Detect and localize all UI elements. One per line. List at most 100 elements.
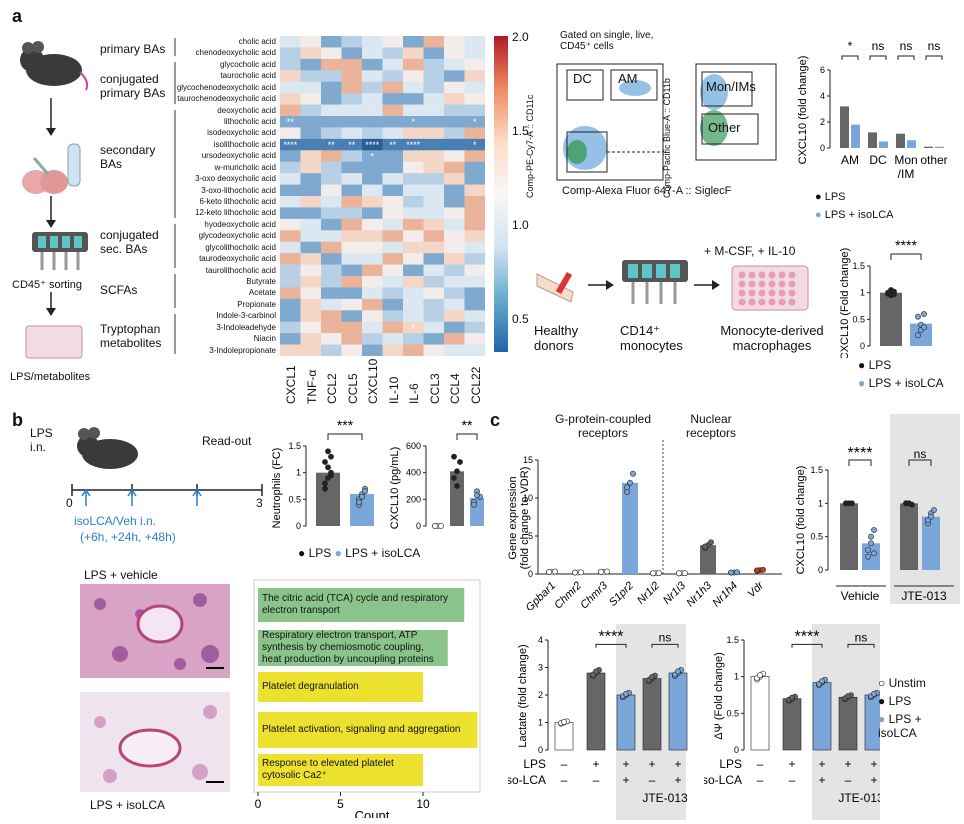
arm-icon [536, 271, 574, 303]
heatmap-cell [341, 138, 363, 151]
heatmap-cell [403, 173, 424, 185]
significance-label: ns [855, 630, 868, 644]
row-sign: + [870, 757, 877, 771]
row-sign: – [561, 757, 568, 771]
heatmap-cell [321, 333, 342, 345]
group-label: JTE-013 [901, 589, 947, 603]
significance-star: * [473, 117, 477, 127]
heatmap-cell [464, 207, 485, 220]
heatmap-cell [321, 36, 342, 48]
heatmap-cell [403, 196, 424, 208]
heatmap-row-label: ursodeoxycholic acid [201, 151, 276, 161]
heatmap-cell [464, 253, 485, 265]
heatmap-cell [423, 264, 445, 277]
pathway-bar [258, 588, 465, 622]
heatmap-cell [341, 298, 363, 311]
heatmap-cell [321, 298, 342, 311]
category-label: primary BAs [100, 42, 166, 56]
significance-star: ** [389, 140, 397, 150]
category-label: conjugated primary BAs [100, 72, 166, 100]
significance-star: * [411, 117, 415, 127]
legend-unstim: ○ Unstim [878, 676, 926, 690]
legend-isolca: ● LPS + isoLCA [815, 209, 894, 221]
y-axis-label: Neutrophils (FC) [271, 448, 283, 529]
heatmap-cell [423, 207, 445, 220]
heatmap-row-label: hyodeoxycholic acid [204, 219, 276, 229]
histology-label: LPS + vehicle [84, 568, 158, 582]
pathway-count-chart: 0 5 10 Count [253, 579, 481, 818]
heatmap-cell [444, 344, 465, 356]
heatmap-cell [341, 321, 363, 334]
y-tick-label: 4 [538, 635, 543, 645]
heatmap-column-labels: CXCL1 TNF-α CCL2 CCL5 CXCL10 IL-10 IL-6 CCL3 CCL… [280, 358, 485, 410]
heatmap-cell [300, 184, 322, 197]
gate-label: Mon/IMs [706, 79, 756, 94]
row-sign: + [674, 773, 681, 787]
heatmap-cell [362, 93, 383, 105]
x-tick-label: 0 [255, 797, 262, 811]
heatmap-cell [423, 70, 445, 83]
heatmap-cell [382, 344, 404, 356]
row-sign: – [845, 773, 852, 787]
heatmap-cell [280, 104, 301, 117]
heatmap-cell [382, 116, 404, 128]
lps-label: LPS i.n. [30, 426, 53, 454]
heatmap-cell [382, 104, 404, 117]
heatmap-cell [403, 207, 424, 220]
heatmap-cell [280, 161, 301, 174]
data-point [656, 570, 662, 577]
heatmap-cell [403, 127, 424, 140]
heatmap-cell [423, 93, 445, 105]
heatmap-row-label: cholic acid [238, 37, 276, 46]
heatmap-cell [362, 81, 383, 94]
heatmap-cell [362, 104, 383, 117]
y-tick-label: 6 [820, 65, 825, 75]
legend-label: LPS + isoLCA [878, 712, 922, 740]
heatmap-cell [423, 241, 445, 254]
y-tick-label: 1.5 [810, 465, 823, 475]
heatmap-column-label: CXCL10 [366, 358, 381, 404]
heatmap-cell [280, 138, 301, 151]
legend-label: LPS + isoLCA [345, 546, 421, 560]
significance-bracket [847, 643, 875, 648]
heatmap-cell [321, 230, 342, 243]
heatmap-cell [444, 127, 465, 140]
group-label: Vehicle [841, 589, 880, 603]
data-point [865, 553, 871, 560]
heatmap-cell [341, 58, 363, 71]
heatmap-cell [300, 298, 322, 311]
heatmap-cell [300, 276, 322, 288]
heatmap-cell [300, 344, 322, 356]
cxcl10-cell-type-chart: 0 2 4 6 CXCL10 (fold change) * ns ns ns AM DC Mon/I… [797, 39, 948, 181]
heatmap-cell [280, 93, 301, 105]
heatmap-cell [321, 207, 342, 220]
heatmap-cell [300, 150, 322, 163]
heatmap-cell [362, 298, 383, 311]
row-label: Iso-LCA [508, 773, 546, 787]
bar [668, 672, 688, 751]
heatmap-row-label: Propionate [237, 299, 276, 309]
heatmap-row-label: 3-Indolepropionate [209, 345, 276, 355]
heatmap-cell [444, 333, 465, 345]
y-tick-label: 400 [406, 468, 421, 478]
data-point [546, 568, 552, 575]
heatmap-cell [300, 207, 322, 220]
y-tick-label: 0 [734, 745, 739, 755]
heatmap-row-label: isodeoxycholic acid [207, 128, 276, 138]
significance-label: * [848, 39, 853, 53]
heatmap-cell [280, 47, 301, 60]
heatmap-cell [362, 70, 383, 83]
significance-star: ** [348, 140, 356, 150]
significance-bracket [908, 459, 932, 466]
heatmap-cell [321, 93, 342, 105]
heatmap-row-label: glycochenodeoxycholic acid [176, 82, 276, 92]
data-point [451, 475, 457, 481]
y-axis-label: CXCL10 (pg/mL) [390, 447, 401, 530]
heatmap-cell [464, 298, 485, 311]
heatmap-cell [341, 287, 363, 300]
heatmap-cell [423, 344, 445, 356]
heatmap-cell [464, 36, 485, 48]
well-plate-icon [25, 325, 83, 359]
plate-label: LPS/metabolites [10, 371, 91, 383]
